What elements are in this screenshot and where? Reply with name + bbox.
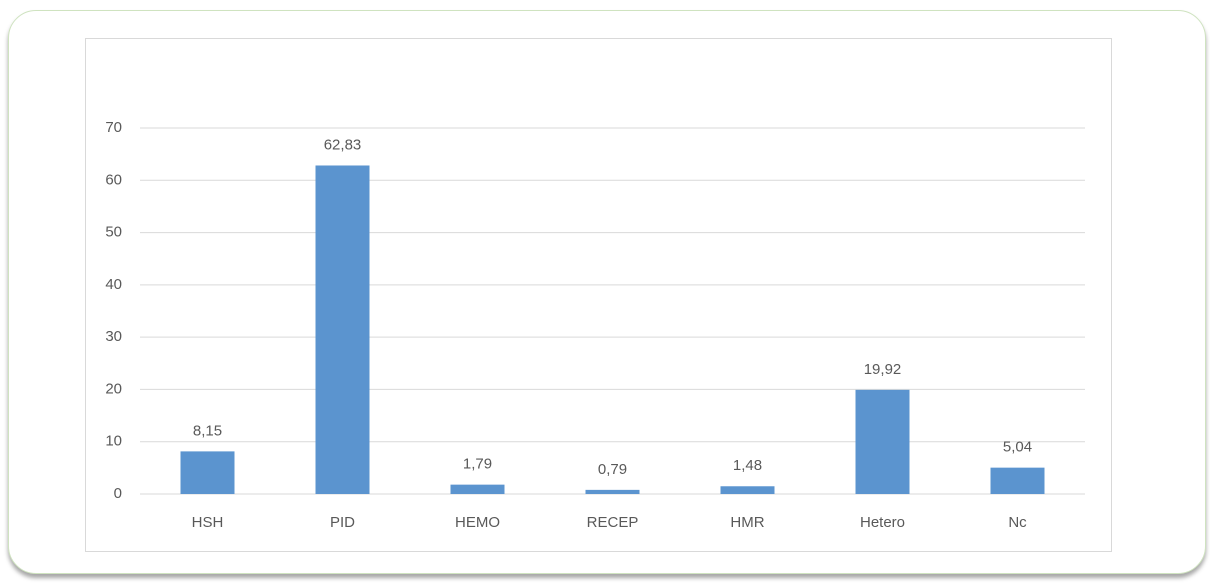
bar [315, 165, 370, 494]
value-label: 19,92 [864, 361, 902, 378]
y-tick-label: 70 [105, 119, 122, 136]
bar [990, 467, 1045, 494]
y-tick-label: 10 [105, 433, 122, 450]
value-label: 1,79 [463, 456, 492, 473]
y-tick-label: 30 [105, 328, 122, 345]
value-label: 5,04 [1003, 439, 1032, 456]
chart-frame [85, 38, 1112, 552]
x-tick-label: PID [330, 514, 355, 531]
bar [180, 451, 235, 494]
x-tick-label: HEMO [455, 514, 500, 531]
value-label: 62,83 [324, 136, 362, 153]
x-tick-label: HMR [730, 514, 764, 531]
x-tick-label: HSH [192, 514, 224, 531]
bar [450, 484, 505, 494]
bar [855, 389, 910, 494]
x-tick-label: Hetero [860, 514, 905, 531]
bar [585, 489, 640, 494]
value-label: 8,15 [193, 422, 222, 439]
y-tick-label: 60 [105, 171, 122, 188]
y-tick-label: 40 [105, 276, 122, 293]
value-label: 0,79 [598, 461, 627, 478]
value-label: 1,48 [733, 457, 762, 474]
y-tick-label: 50 [105, 224, 122, 241]
y-tick-label: 20 [105, 380, 122, 397]
x-tick-label: Nc [1008, 514, 1027, 531]
y-tick-label: 0 [114, 485, 122, 502]
bar [720, 486, 775, 494]
x-tick-label: RECEP [587, 514, 639, 531]
